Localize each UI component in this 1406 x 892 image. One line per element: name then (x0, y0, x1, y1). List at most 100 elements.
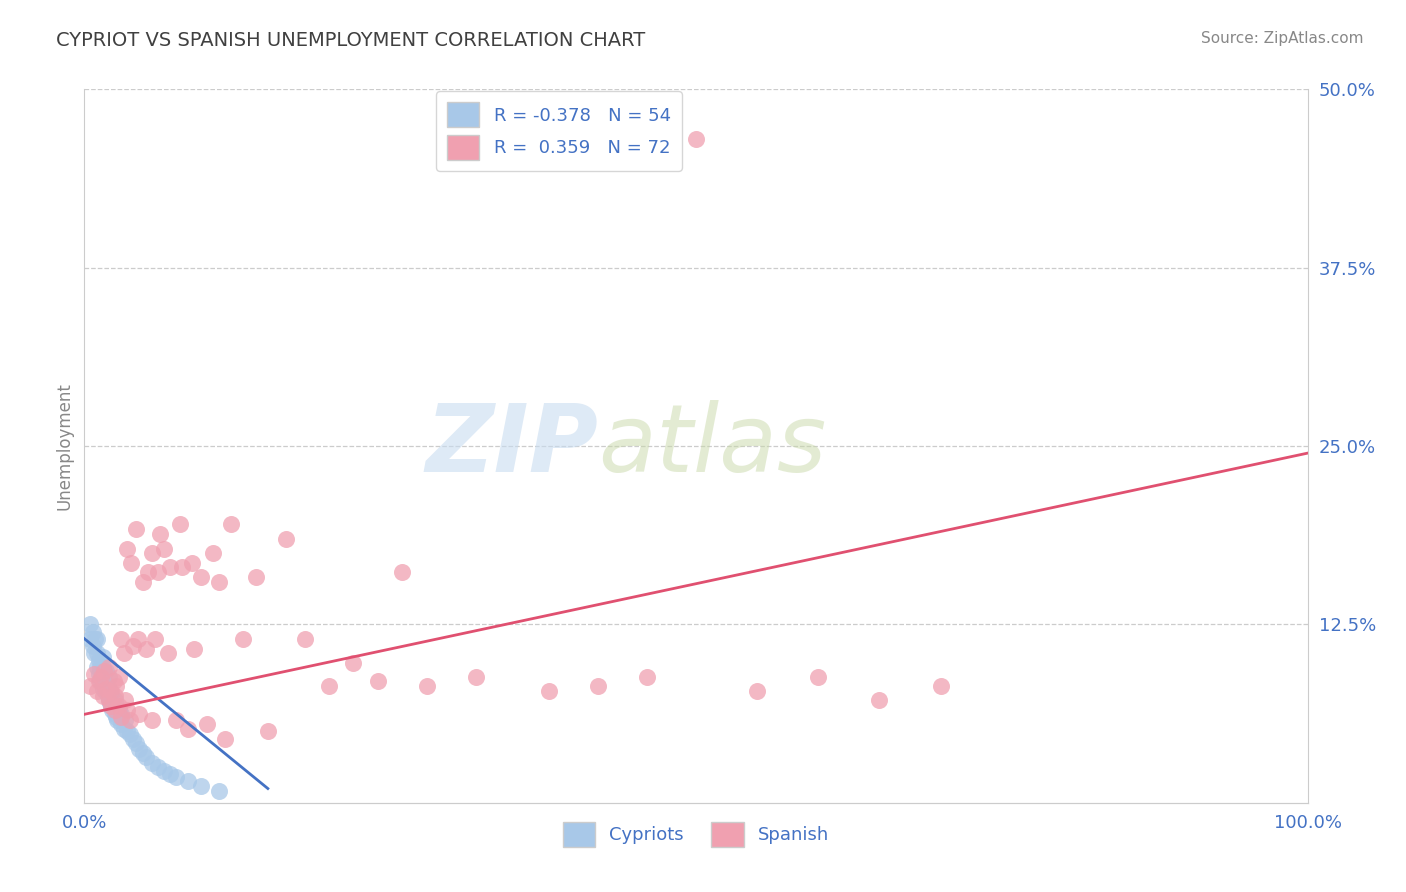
Point (153, 764, 176, 779)
Point (96, 681, 118, 696)
Point (86, 632, 108, 646)
Point (91, 670, 114, 684)
Point (91, 689, 114, 703)
Point (83, 667, 105, 681)
Point (79, 617, 101, 632)
Point (342, 656, 364, 670)
Point (83, 646, 105, 660)
Point (136, 565, 159, 579)
Point (91, 650, 114, 665)
Point (79, 679, 101, 693)
Point (177, 722, 200, 736)
Point (98, 696, 121, 710)
Point (91, 681, 114, 696)
Point (115, 703, 138, 717)
Point (257, 724, 280, 739)
Point (110, 717, 132, 731)
Point (141, 713, 163, 727)
Point (146, 760, 169, 774)
Point (177, 774, 200, 789)
Point (318, 679, 340, 693)
Point (120, 556, 142, 570)
Point (114, 693, 136, 707)
Point (183, 641, 205, 656)
Point (79, 632, 101, 646)
Point (929, 679, 952, 693)
Point (153, 541, 176, 556)
Point (201, 546, 224, 560)
Point (172, 560, 194, 574)
Point (100, 684, 122, 698)
Point (112, 646, 135, 660)
Point (807, 670, 830, 684)
Text: atlas: atlas (598, 401, 827, 491)
Point (104, 693, 127, 707)
Point (391, 565, 413, 579)
Point (538, 684, 561, 698)
Point (96, 665, 118, 679)
Point (165, 770, 187, 784)
Point (122, 639, 145, 653)
Point (219, 517, 242, 532)
Point (107, 670, 129, 684)
Point (107, 698, 129, 713)
Point (91, 660, 114, 674)
Point (276, 532, 298, 546)
Point (97, 693, 120, 707)
Point (89, 674, 111, 689)
Point (125, 522, 148, 536)
Point (86, 660, 108, 674)
Point (97, 660, 120, 674)
Point (146, 565, 169, 579)
Point (122, 731, 145, 746)
Point (104, 703, 127, 717)
Point (141, 546, 163, 560)
Point (135, 641, 157, 656)
Point (101, 703, 124, 717)
Point (112, 722, 135, 736)
Point (118, 727, 141, 741)
Point (135, 750, 157, 764)
Point (636, 670, 658, 684)
Point (97, 689, 120, 703)
Point (294, 632, 316, 646)
Point (115, 724, 138, 739)
Point (143, 632, 166, 646)
Point (181, 556, 204, 570)
Text: Source: ZipAtlas.com: Source: ZipAtlas.com (1201, 31, 1364, 46)
Point (97, 693, 120, 707)
Text: CYPRIOT VS SPANISH UNEMPLOYMENT CORRELATION CHART: CYPRIOT VS SPANISH UNEMPLOYMENT CORRELAT… (56, 31, 645, 50)
Y-axis label: Unemployment: Unemployment (55, 382, 73, 510)
Point (208, 784, 231, 798)
Point (245, 570, 267, 584)
Point (464, 670, 486, 684)
Point (84, 632, 107, 646)
Point (105, 713, 128, 727)
Point (82, 639, 104, 653)
Point (104, 707, 127, 722)
Point (94, 684, 117, 698)
Point (96, 679, 118, 693)
Point (90, 670, 112, 684)
Point (190, 570, 212, 584)
Point (169, 517, 191, 532)
Point (110, 710, 132, 724)
Point (110, 632, 132, 646)
Point (128, 741, 150, 756)
Point (156, 646, 179, 660)
Point (100, 687, 122, 701)
Point (208, 574, 231, 589)
Point (141, 756, 163, 770)
Point (105, 679, 128, 693)
Point (115, 541, 138, 556)
Point (165, 713, 187, 727)
Point (110, 707, 132, 722)
Text: ZIP: ZIP (425, 400, 598, 492)
Point (149, 527, 172, 541)
Point (86, 646, 108, 660)
Point (93, 674, 115, 689)
Point (214, 731, 236, 746)
Point (159, 767, 181, 781)
Point (97, 681, 120, 696)
Point (159, 560, 181, 574)
